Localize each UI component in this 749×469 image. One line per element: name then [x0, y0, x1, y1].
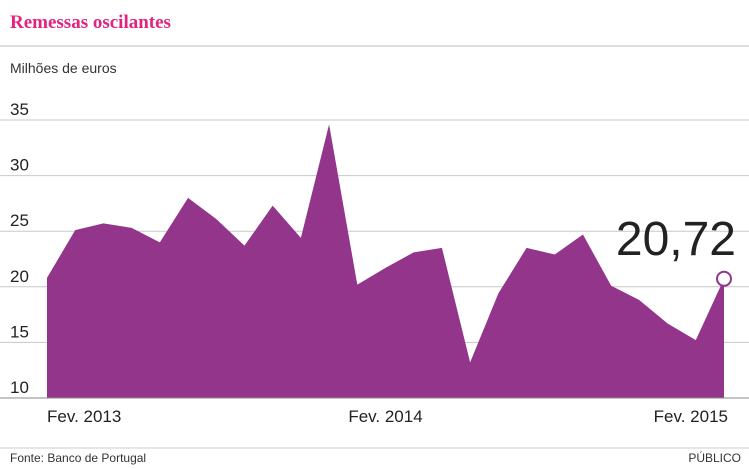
y-tick-label: 10 [10, 378, 29, 397]
x-tick-label: Fev. 2013 [47, 407, 121, 426]
highlight-marker [716, 270, 732, 287]
credit: PÚBLICO [688, 450, 741, 465]
y-tick-label: 15 [10, 322, 29, 341]
x-tick-label: Fev. 2014 [348, 407, 422, 426]
x-tick-label: Fev. 2015 [654, 407, 728, 426]
area [47, 124, 724, 398]
value-label: 20,72 [616, 213, 736, 266]
source: Fonte: Banco de Portugal [10, 451, 146, 465]
y-tick-label: 25 [10, 211, 29, 230]
y-tick-label: 30 [10, 156, 29, 175]
chart-subtitle: Milhões de euros [10, 60, 117, 76]
chart-title: Remessas oscilantes [10, 12, 171, 33]
y-tick-label: 20 [10, 267, 29, 286]
y-tick-label: 35 [10, 100, 29, 119]
